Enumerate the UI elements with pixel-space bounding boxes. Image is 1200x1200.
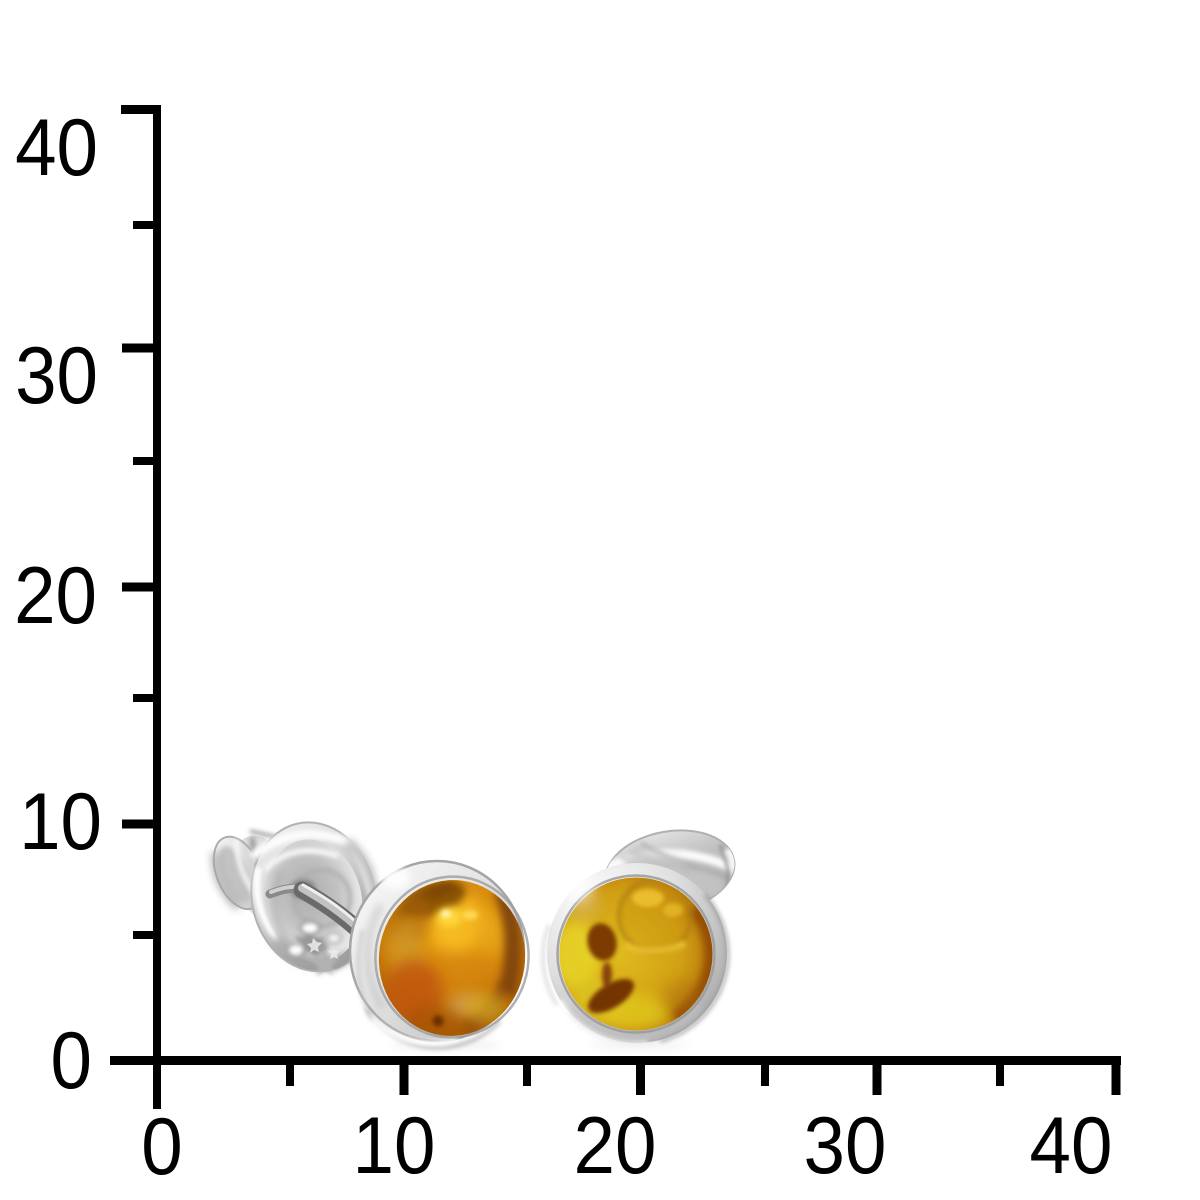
svg-text:10: 10 bbox=[353, 1101, 436, 1191]
svg-text:40: 40 bbox=[15, 103, 98, 193]
svg-text:10: 10 bbox=[19, 777, 102, 867]
svg-text:20: 20 bbox=[14, 551, 97, 641]
svg-text:30: 30 bbox=[804, 1101, 887, 1191]
svg-text:30: 30 bbox=[15, 331, 98, 421]
svg-text:0: 0 bbox=[51, 1016, 92, 1106]
svg-text:0: 0 bbox=[141, 1102, 182, 1192]
svg-text:20: 20 bbox=[574, 1101, 657, 1191]
svg-text:40: 40 bbox=[1030, 1101, 1113, 1191]
